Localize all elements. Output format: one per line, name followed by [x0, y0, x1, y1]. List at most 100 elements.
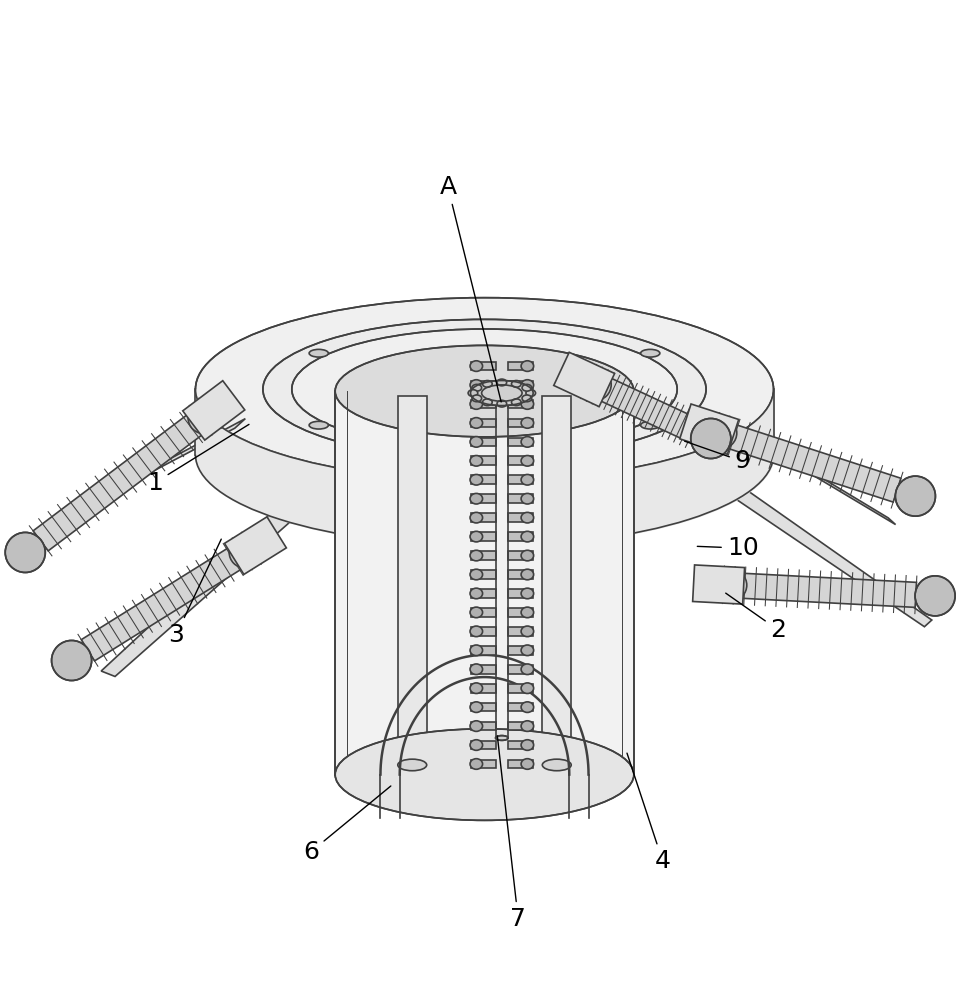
Ellipse shape [497, 400, 507, 407]
Ellipse shape [470, 399, 483, 409]
Ellipse shape [483, 381, 492, 387]
Polygon shape [508, 741, 533, 749]
Ellipse shape [579, 369, 611, 400]
Polygon shape [471, 551, 495, 560]
Polygon shape [471, 665, 495, 674]
Ellipse shape [470, 550, 483, 561]
Polygon shape [471, 741, 495, 749]
Ellipse shape [470, 759, 483, 769]
Ellipse shape [497, 379, 507, 386]
Ellipse shape [641, 421, 660, 429]
Ellipse shape [521, 531, 534, 542]
Text: 7: 7 [497, 736, 526, 931]
Ellipse shape [526, 390, 536, 396]
Ellipse shape [521, 740, 534, 750]
Ellipse shape [495, 736, 508, 740]
Ellipse shape [470, 740, 483, 750]
Ellipse shape [470, 456, 483, 466]
Ellipse shape [468, 390, 478, 396]
Polygon shape [81, 538, 258, 661]
Polygon shape [508, 419, 533, 427]
Ellipse shape [521, 759, 534, 769]
Ellipse shape [521, 474, 534, 485]
Text: 10: 10 [698, 536, 759, 560]
Ellipse shape [521, 721, 534, 731]
Polygon shape [471, 362, 495, 370]
Polygon shape [508, 532, 533, 541]
Ellipse shape [335, 345, 634, 437]
Polygon shape [471, 570, 495, 579]
Polygon shape [225, 517, 287, 574]
Polygon shape [471, 456, 495, 465]
Polygon shape [508, 551, 533, 560]
Ellipse shape [470, 664, 483, 675]
Ellipse shape [335, 729, 634, 820]
Ellipse shape [5, 532, 46, 572]
Ellipse shape [915, 576, 955, 616]
Polygon shape [543, 396, 571, 765]
Ellipse shape [521, 588, 534, 599]
Polygon shape [508, 665, 533, 674]
Ellipse shape [521, 645, 534, 656]
Ellipse shape [470, 702, 483, 712]
Ellipse shape [521, 702, 534, 712]
Polygon shape [508, 684, 533, 693]
Polygon shape [508, 362, 533, 370]
Text: 2: 2 [726, 593, 787, 642]
Polygon shape [398, 396, 426, 765]
Ellipse shape [309, 421, 328, 429]
Polygon shape [471, 722, 495, 730]
Polygon shape [101, 510, 296, 676]
Polygon shape [508, 627, 533, 636]
Polygon shape [471, 703, 495, 711]
Ellipse shape [398, 759, 426, 771]
Polygon shape [471, 608, 495, 617]
Ellipse shape [521, 550, 534, 561]
Polygon shape [508, 475, 533, 484]
Ellipse shape [196, 298, 773, 481]
Ellipse shape [512, 399, 521, 406]
Ellipse shape [470, 607, 483, 618]
Ellipse shape [715, 570, 747, 601]
Polygon shape [471, 646, 495, 655]
Text: 1: 1 [147, 424, 249, 495]
Text: 6: 6 [303, 786, 391, 864]
Polygon shape [679, 404, 738, 454]
Polygon shape [508, 438, 533, 446]
Ellipse shape [470, 437, 483, 447]
Polygon shape [471, 475, 495, 484]
Ellipse shape [470, 361, 483, 371]
Text: 9: 9 [685, 441, 751, 473]
Ellipse shape [521, 607, 534, 618]
Polygon shape [693, 565, 744, 604]
Polygon shape [508, 494, 533, 503]
Polygon shape [471, 400, 495, 408]
Polygon shape [723, 572, 917, 607]
Ellipse shape [521, 437, 534, 447]
Ellipse shape [521, 456, 534, 466]
Ellipse shape [470, 493, 483, 504]
Ellipse shape [188, 402, 219, 434]
Polygon shape [471, 438, 495, 446]
Ellipse shape [483, 399, 492, 406]
Ellipse shape [705, 417, 736, 449]
Ellipse shape [470, 418, 483, 428]
Polygon shape [553, 352, 614, 407]
Polygon shape [710, 419, 901, 502]
Polygon shape [335, 391, 634, 775]
Ellipse shape [521, 569, 534, 580]
Ellipse shape [521, 664, 534, 675]
Polygon shape [471, 532, 495, 541]
Polygon shape [508, 589, 533, 598]
Ellipse shape [521, 683, 534, 693]
Polygon shape [724, 481, 932, 627]
Ellipse shape [470, 683, 483, 693]
Polygon shape [508, 570, 533, 579]
Polygon shape [508, 703, 533, 711]
Ellipse shape [521, 361, 534, 371]
Polygon shape [471, 494, 495, 503]
Polygon shape [724, 419, 895, 525]
Ellipse shape [521, 493, 534, 504]
Ellipse shape [472, 384, 482, 391]
Polygon shape [508, 513, 533, 522]
